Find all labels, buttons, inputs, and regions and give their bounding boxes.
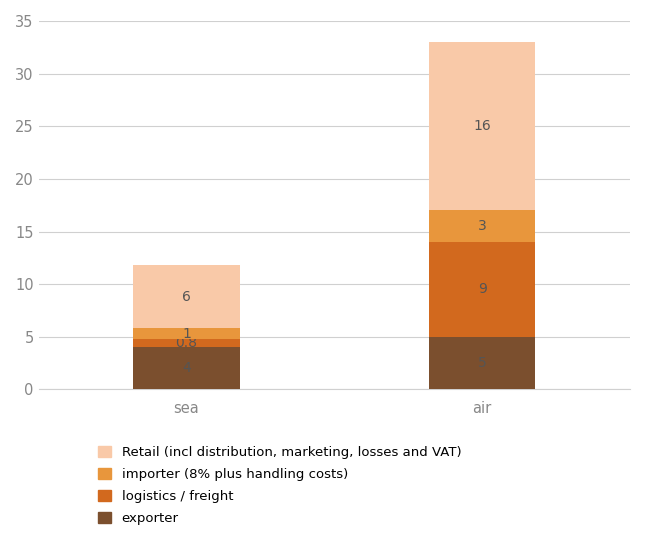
Bar xyxy=(134,339,240,347)
Text: 0.8: 0.8 xyxy=(175,336,197,350)
Bar xyxy=(134,347,240,389)
Text: 5: 5 xyxy=(478,356,486,370)
Text: 16: 16 xyxy=(473,119,491,133)
Bar xyxy=(429,337,535,389)
Legend: Retail (incl distribution, marketing, losses and VAT), importer (8% plus handlin: Retail (incl distribution, marketing, lo… xyxy=(92,440,466,530)
Bar xyxy=(429,210,535,242)
Bar xyxy=(429,242,535,337)
Text: 4: 4 xyxy=(182,362,191,375)
Bar xyxy=(134,265,240,328)
Text: 3: 3 xyxy=(478,219,486,233)
Text: 6: 6 xyxy=(182,290,191,304)
Bar xyxy=(429,42,535,210)
Text: 1: 1 xyxy=(182,327,191,341)
Text: 9: 9 xyxy=(478,283,486,296)
Bar xyxy=(134,328,240,339)
